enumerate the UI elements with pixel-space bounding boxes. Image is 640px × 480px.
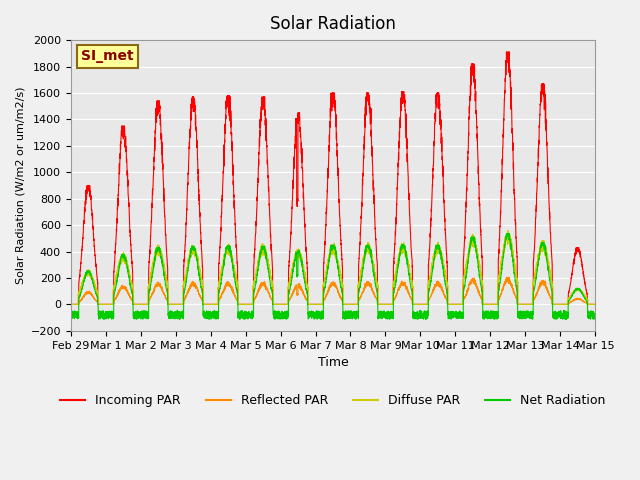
Net Radiation — [451, 311, 458, 316]
Diffuse PAR — [67, 301, 75, 307]
Reflected PAR — [161, 293, 169, 299]
Reflected PAR — [591, 301, 598, 307]
Diffuse PAR — [504, 228, 512, 233]
Net Radiation — [67, 313, 75, 319]
Incoming PAR — [591, 301, 598, 307]
Incoming PAR — [161, 215, 169, 220]
Y-axis label: Solar Radiation (W/m2 or um/m2/s): Solar Radiation (W/m2 or um/m2/s) — [15, 87, 25, 284]
Reflected PAR — [451, 301, 458, 307]
Incoming PAR — [451, 301, 458, 307]
Line: Diffuse PAR: Diffuse PAR — [71, 230, 595, 304]
Net Radiation — [480, 311, 488, 317]
Net Radiation — [421, 309, 429, 315]
Title: Solar Radiation: Solar Radiation — [270, 15, 396, 33]
Line: Reflected PAR: Reflected PAR — [71, 277, 595, 304]
Diffuse PAR — [591, 301, 598, 307]
Line: Incoming PAR: Incoming PAR — [71, 52, 595, 304]
Incoming PAR — [480, 301, 488, 307]
Legend: Incoming PAR, Reflected PAR, Diffuse PAR, Net Radiation: Incoming PAR, Reflected PAR, Diffuse PAR… — [55, 389, 611, 412]
Net Radiation — [161, 277, 169, 283]
Net Radiation — [591, 313, 598, 319]
Diffuse PAR — [480, 301, 488, 307]
Incoming PAR — [502, 49, 510, 55]
Net Radiation — [313, 309, 321, 315]
Diffuse PAR — [451, 301, 458, 307]
Reflected PAR — [67, 301, 75, 307]
Diffuse PAR — [161, 268, 169, 274]
Net Radiation — [502, 231, 510, 237]
Diffuse PAR — [421, 301, 429, 307]
Net Radiation — [551, 316, 559, 322]
Line: Net Radiation: Net Radiation — [71, 234, 595, 319]
Incoming PAR — [313, 301, 321, 307]
Incoming PAR — [67, 301, 75, 307]
Incoming PAR — [421, 301, 429, 307]
Reflected PAR — [421, 301, 429, 307]
Reflected PAR — [480, 301, 488, 307]
X-axis label: Time: Time — [317, 356, 348, 369]
Text: SI_met: SI_met — [81, 49, 134, 63]
Reflected PAR — [505, 274, 513, 280]
Diffuse PAR — [591, 301, 599, 307]
Reflected PAR — [591, 301, 599, 307]
Diffuse PAR — [313, 301, 321, 307]
Incoming PAR — [591, 301, 599, 307]
Reflected PAR — [313, 301, 321, 307]
Net Radiation — [591, 316, 599, 322]
